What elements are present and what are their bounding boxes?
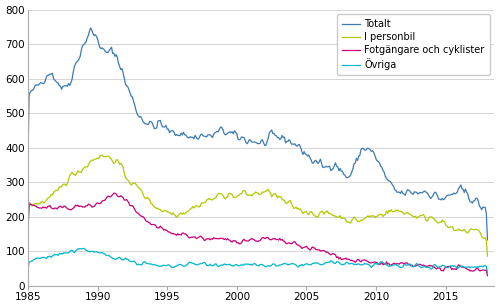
- Fotgängare och cyklister: [484, 274, 490, 278]
- Fotgängare och cyklister: [97, 202, 103, 205]
- Övriga: [98, 251, 104, 255]
- I personbil: [262, 190, 268, 194]
- Line: Fotgängare och cyklister: Fotgängare och cyklister: [28, 193, 487, 276]
- I personbil: [484, 254, 490, 258]
- Totalt: [88, 26, 94, 30]
- I personbil: [97, 154, 103, 158]
- Fotgängare och cyklister: [25, 230, 31, 233]
- Fotgängare och cyklister: [26, 203, 32, 207]
- Legend: Totalt, I personbil, Fotgängare och cyklister, Övriga: Totalt, I personbil, Fotgängare och cykl…: [338, 14, 490, 75]
- Övriga: [80, 247, 86, 250]
- Line: Övriga: Övriga: [28, 248, 487, 273]
- Line: I personbil: I personbil: [28, 155, 487, 256]
- Totalt: [262, 144, 268, 147]
- Fotgängare och cyklister: [464, 267, 469, 270]
- Totalt: [26, 93, 32, 96]
- Fotgängare och cyklister: [111, 191, 117, 195]
- Övriga: [300, 264, 306, 268]
- Totalt: [80, 44, 86, 47]
- Totalt: [484, 238, 490, 242]
- Totalt: [25, 157, 31, 161]
- Totalt: [300, 152, 306, 156]
- Totalt: [98, 47, 104, 51]
- I personbil: [26, 200, 32, 204]
- Övriga: [80, 246, 86, 250]
- Totalt: [464, 190, 469, 194]
- Övriga: [262, 265, 268, 268]
- I personbil: [80, 168, 86, 171]
- Fotgängare och cyklister: [80, 205, 86, 209]
- Övriga: [26, 260, 32, 264]
- I personbil: [300, 212, 306, 215]
- Fotgängare och cyklister: [300, 246, 306, 249]
- Fotgängare och cyklister: [262, 237, 268, 241]
- Övriga: [484, 271, 490, 275]
- I personbil: [464, 231, 469, 234]
- Övriga: [25, 269, 31, 272]
- I personbil: [25, 229, 31, 232]
- I personbil: [99, 153, 105, 157]
- Line: Totalt: Totalt: [28, 28, 487, 240]
- Övriga: [464, 265, 469, 269]
